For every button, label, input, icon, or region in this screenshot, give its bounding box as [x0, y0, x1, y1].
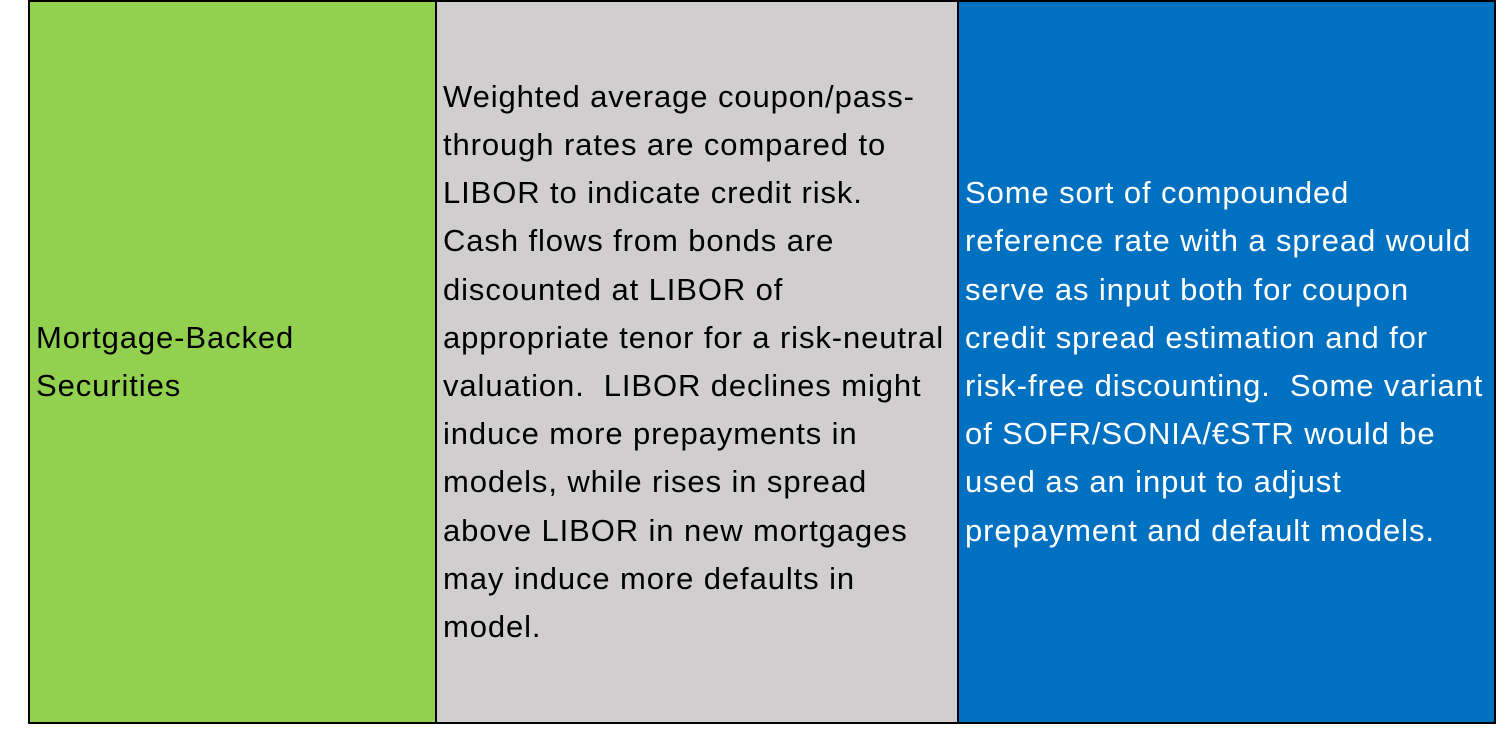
asset-class-cell: Mortgage-Backed Securities — [28, 0, 437, 724]
table: Mortgage-Backed Securities Weighted aver… — [28, 0, 1496, 724]
replacement-cell: Some sort of compounded reference rate w… — [957, 0, 1496, 724]
table-row: Mortgage-Backed Securities Weighted aver… — [28, 0, 1496, 724]
libor-usage-cell: Weighted average coupon/pass-through rat… — [435, 0, 959, 724]
